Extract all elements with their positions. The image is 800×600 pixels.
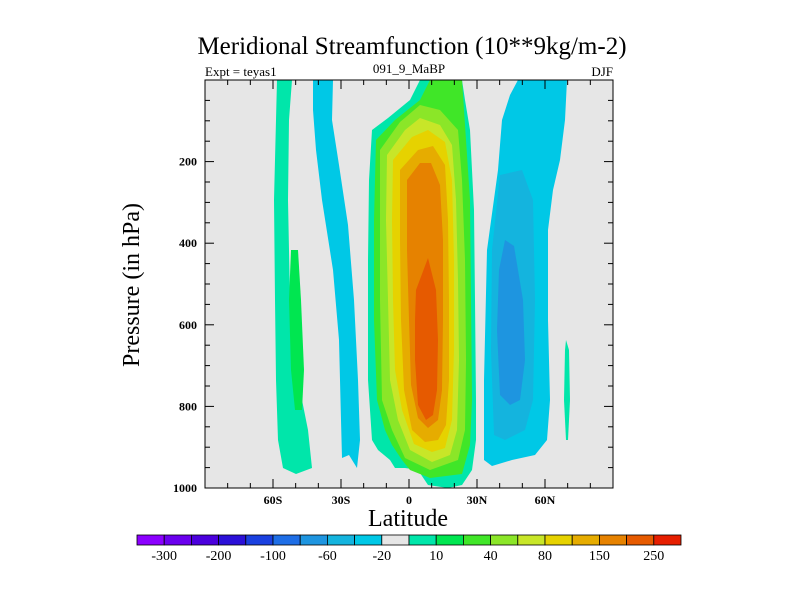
colorbar-swatch	[136, 534, 165, 546]
y-tick-label: 800	[179, 399, 197, 413]
x-tick-label: 30S	[332, 493, 351, 507]
x-axis-label: Latitude	[368, 506, 448, 532]
colorbar-swatch	[626, 534, 655, 546]
colorbar-swatch	[272, 534, 301, 546]
colorbar-swatch	[190, 534, 219, 546]
colorbar-swatch	[326, 534, 355, 546]
colorbar-swatch	[490, 534, 519, 546]
colorbar-swatch	[354, 534, 383, 546]
colorbar-swatch	[163, 534, 192, 546]
y-tick-label: 1000	[173, 481, 197, 495]
colorbar-swatch	[218, 534, 247, 546]
y-tick-label: 400	[179, 236, 197, 250]
colorbar-swatch	[544, 534, 573, 546]
season-label: DJF	[591, 64, 613, 79]
x-axis-ticks: 60S 30S 0 30N 60N	[204, 80, 614, 507]
northern-high-lat-cell	[564, 340, 570, 440]
y-tick-label: 200	[179, 155, 197, 169]
y-axis-label: Pressure (in hPa)	[119, 203, 145, 367]
y-axis-ticks: 200 400 600 800 1000	[173, 79, 613, 495]
colorbar-label: -60	[318, 549, 337, 564]
colorbar-label: 10	[429, 549, 443, 564]
colorbar-swatch	[571, 534, 600, 546]
contour-fill-layer	[274, 80, 570, 488]
colorbar-swatch	[381, 534, 410, 546]
y-tick-label: 600	[179, 318, 197, 332]
colorbar-label: -100	[260, 549, 286, 564]
colorbar-label: 80	[538, 549, 552, 564]
colorbar-label: 150	[589, 549, 610, 564]
colorbar-swatch	[299, 534, 328, 546]
x-tick-label: 60S	[264, 493, 283, 507]
colorbar-swatch	[653, 534, 682, 546]
x-tick-label: 60N	[535, 493, 556, 507]
southern-polar-cell	[274, 80, 312, 474]
colorbar-swatch	[599, 534, 628, 546]
colorbar-label: -300	[151, 549, 177, 564]
experiment-label: Expt = teyas1	[205, 64, 277, 79]
colorbar-swatch	[408, 534, 437, 546]
x-tick-label: 30N	[467, 493, 488, 507]
x-tick-label: 0	[406, 493, 412, 507]
colorbar-swatch	[245, 534, 274, 546]
colorbar-swatch	[435, 534, 464, 546]
colorbar-label: -20	[372, 549, 391, 564]
hadley-cell	[368, 80, 476, 488]
colorbar: -300 -200 -100 -60 -20 10 40 80 150 250	[136, 534, 682, 564]
colorbar-label: 40	[484, 549, 498, 564]
time-period-label: 091_9_MaBP	[373, 61, 445, 76]
northern-ferrel-cell	[484, 80, 567, 466]
chart-title: Meridional Streamfunction (10**9kg/m-2)	[197, 33, 626, 60]
colorbar-swatch	[517, 534, 546, 546]
colorbar-swatch	[462, 534, 491, 546]
colorbar-label: 250	[643, 549, 664, 564]
southern-ferrel-cell	[313, 80, 360, 468]
colorbar-label: -200	[206, 549, 232, 564]
